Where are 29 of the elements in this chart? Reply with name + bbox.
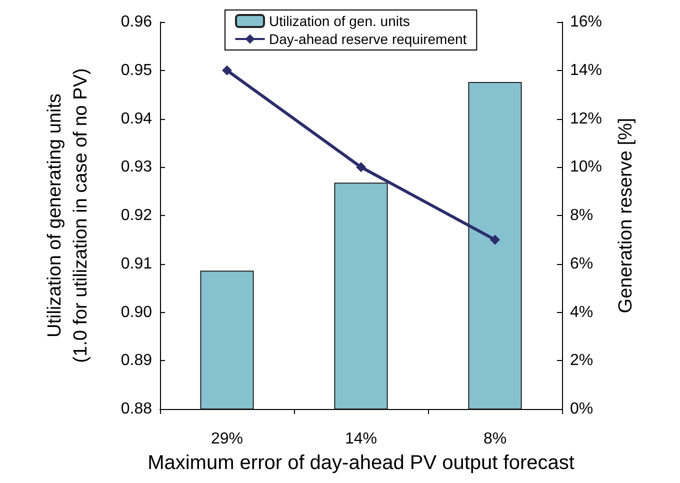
y-tick-label: 0.90: [120, 304, 152, 321]
legend-label: Day-ahead reserve requirement: [269, 31, 467, 47]
y2-tick-label: 2%: [570, 352, 594, 370]
y-axis-title: Utilization of generating units (1.0 for utilization in case of no PV): [44, 68, 92, 363]
point: [490, 234, 500, 245]
legend-label: Utilization of gen. units: [269, 13, 410, 29]
point: [356, 162, 366, 172]
y2-tick-label: 10%: [570, 158, 602, 176]
y2-tick-label: 0%: [570, 400, 594, 418]
y2-tick-label: 14%: [570, 62, 602, 79]
y-tick-label: 0.94: [120, 110, 152, 128]
y-tick-label: 0.96: [120, 14, 152, 30]
y2-tick-label: 12%: [570, 110, 602, 128]
x-tick-label: 29%: [210, 430, 244, 448]
y2-tick-label: 16%: [570, 14, 602, 30]
y-tick-label: 0.89: [120, 352, 152, 370]
y-tick-label: 0.91: [120, 255, 152, 272]
y-tick-label: 0.88: [120, 400, 152, 418]
x-tick-label: 8%: [483, 430, 507, 448]
point: [222, 65, 232, 76]
x-axis-title: Maximum error of day-ahead PV output forecast: [148, 452, 575, 474]
y2-tick-label: 6%: [570, 255, 594, 272]
y2-axis-title: Generation reserve [%]: [615, 118, 636, 314]
y-tick-label: 0.93: [120, 158, 152, 176]
y-tick-label: 0.92: [120, 207, 152, 224]
y2-tick-label: 8%: [570, 207, 594, 224]
y-tick-label: 0.95: [120, 62, 152, 79]
y2-tick-label: 4%: [570, 304, 594, 321]
x-tick-label: 14%: [344, 430, 378, 448]
